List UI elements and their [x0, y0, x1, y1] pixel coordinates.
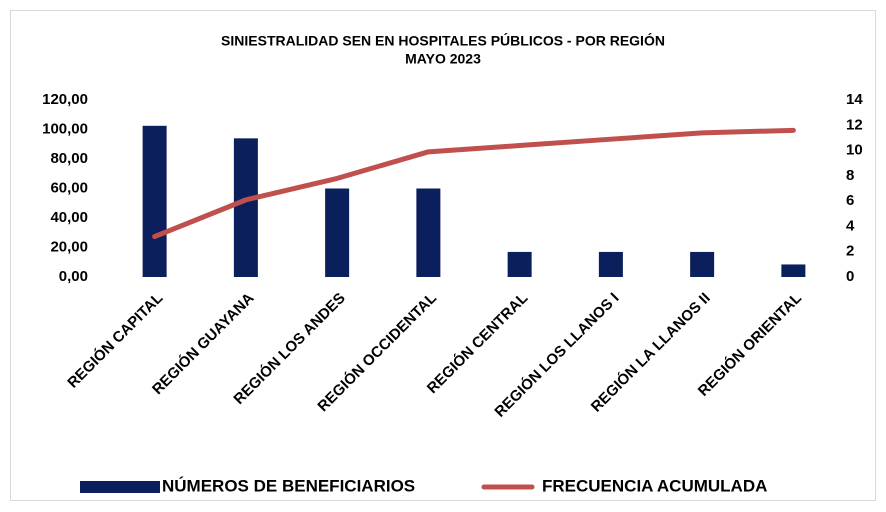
y2-tick-label: 4 — [846, 217, 855, 234]
y2-tick-label: 12 — [846, 116, 863, 133]
y2-tick-label: 6 — [846, 192, 854, 209]
y2-tick-label: 8 — [846, 167, 854, 184]
y-tick-label: 60,00 — [50, 179, 88, 196]
y-tick-label: 20,00 — [50, 238, 88, 255]
y-tick-label: 40,00 — [50, 209, 88, 226]
bar — [690, 251, 715, 277]
y-tick-label: 80,00 — [50, 150, 88, 167]
chart-subtitle: MAYO 2023 — [405, 51, 481, 67]
bar — [325, 188, 350, 277]
bar — [507, 251, 532, 277]
line — [152, 127, 796, 240]
y-tick-label: 0,00 — [59, 268, 88, 285]
chart-title: SINIESTRALIDAD SEN EN HOSPITALES PÚBLICO… — [221, 32, 665, 49]
y2-tick-label: 14 — [846, 91, 863, 108]
bar — [598, 251, 623, 277]
legend-label: NÚMEROS DE BENEFICIARIOS — [162, 476, 415, 495]
y2-tick-label: 2 — [846, 243, 854, 260]
chart-border — [10, 10, 876, 501]
y-tick-label: 100,00 — [42, 120, 88, 137]
y-tick-label: 120,00 — [42, 91, 88, 108]
bar — [416, 188, 441, 277]
bar — [233, 138, 258, 277]
legend-label: FRECUENCIA ACUMULADA — [542, 476, 767, 495]
bar — [781, 264, 806, 277]
y2-tick-label: 0 — [846, 268, 854, 285]
legend-swatch — [80, 481, 160, 493]
bar — [142, 125, 167, 277]
y2-tick-label: 10 — [846, 142, 863, 159]
